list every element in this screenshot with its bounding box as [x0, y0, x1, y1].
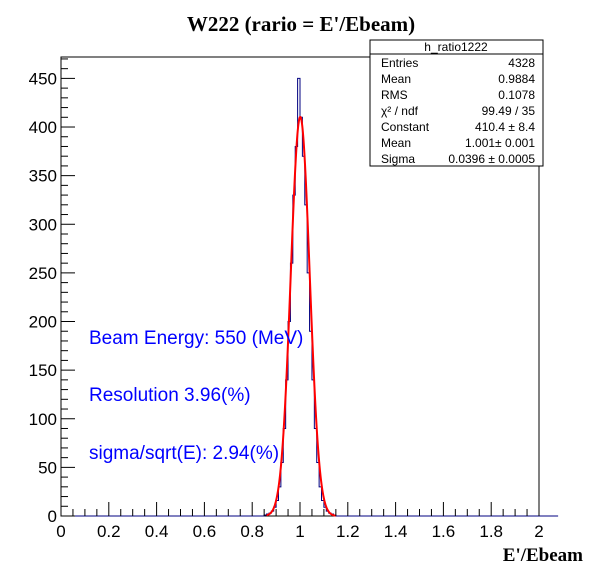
y-tick-label: 150 — [29, 361, 57, 380]
y-tick-label: 200 — [29, 313, 57, 332]
y-tick-label: 450 — [29, 69, 57, 88]
stats-row-label: χ² / ndf — [381, 104, 419, 118]
x-tick-label: 1 — [295, 522, 304, 541]
y-tick-label: 400 — [29, 118, 57, 137]
x-tick-label: 1.2 — [336, 522, 360, 541]
sigma-sqrt-e-annotation: sigma/sqrt(E): 2.94(%) — [89, 443, 279, 464]
stats-row-value: 0.1078 — [498, 88, 535, 102]
y-tick-label: 0 — [48, 507, 57, 526]
x-tick-label: 0.6 — [193, 522, 217, 541]
stats-row-value: 410.4 ± 8.4 — [475, 120, 535, 134]
y-tick-label: 300 — [29, 215, 57, 234]
chart-title: W222 (rario = E'/Ebeam) — [187, 12, 415, 36]
stats-row-value: 0.9884 — [498, 72, 535, 86]
x-tick-label: 0.8 — [240, 522, 264, 541]
gaussian-fit-curve — [266, 115, 336, 517]
x-tick-label: 1.8 — [479, 522, 503, 541]
stats-rows: Entries 4328 Mean 0.9884 RMS 0.1078 χ² / ndf 99… — [381, 56, 535, 166]
y-tick-label: 100 — [29, 410, 57, 429]
x-tick-label: 1.6 — [432, 522, 456, 541]
stats-box: h_ratio1222 Entries 4328 Mean 0.9884 RMS 0.10… — [369, 39, 544, 167]
y-tick-label: 50 — [38, 458, 57, 477]
x-tick-label: 1.4 — [384, 522, 408, 541]
stats-box-frame — [369, 39, 544, 167]
x-axis: 0 0.2 0.4 0.6 0.8 1 1.2 1.4 1.6 1.8 2 — [56, 502, 544, 541]
stats-box-title: h_ratio1222 — [424, 40, 488, 54]
beam-energy-annotation: Beam Energy: 550 (MeV) — [89, 328, 303, 349]
y-tick-label: 250 — [29, 264, 57, 283]
y-tick-label: 350 — [29, 167, 57, 186]
resolution-annotation: Resolution 3.96(%) — [89, 385, 251, 406]
annotations: Beam Energy: 550 (MeV) Resolution 3.96(%… — [89, 328, 303, 464]
stats-row-label: RMS — [381, 88, 408, 102]
y-axis: 0 50 100 150 200 250 300 350 400 450 — [29, 58, 75, 526]
stats-row-value: 4328 — [508, 56, 535, 70]
stats-row-label: Mean — [381, 136, 411, 150]
x-axis-label: E'/Ebeam — [503, 545, 583, 566]
stats-row-label: Sigma — [381, 152, 415, 166]
x-tick-label: 0 — [56, 522, 65, 541]
stats-row-value: 99.49 / 35 — [482, 104, 536, 118]
stats-row-value: 0.0396 ± 0.0005 — [448, 152, 535, 166]
x-tick-label: 2 — [534, 522, 543, 541]
stats-row-label: Entries — [381, 56, 418, 70]
x-tick-label: 0.4 — [145, 522, 169, 541]
stats-row-label: Mean — [381, 72, 411, 86]
stats-row-label: Constant — [381, 120, 430, 134]
x-tick-label: 0.2 — [97, 522, 121, 541]
stats-row-value: 1.001± 0.001 — [465, 136, 535, 150]
